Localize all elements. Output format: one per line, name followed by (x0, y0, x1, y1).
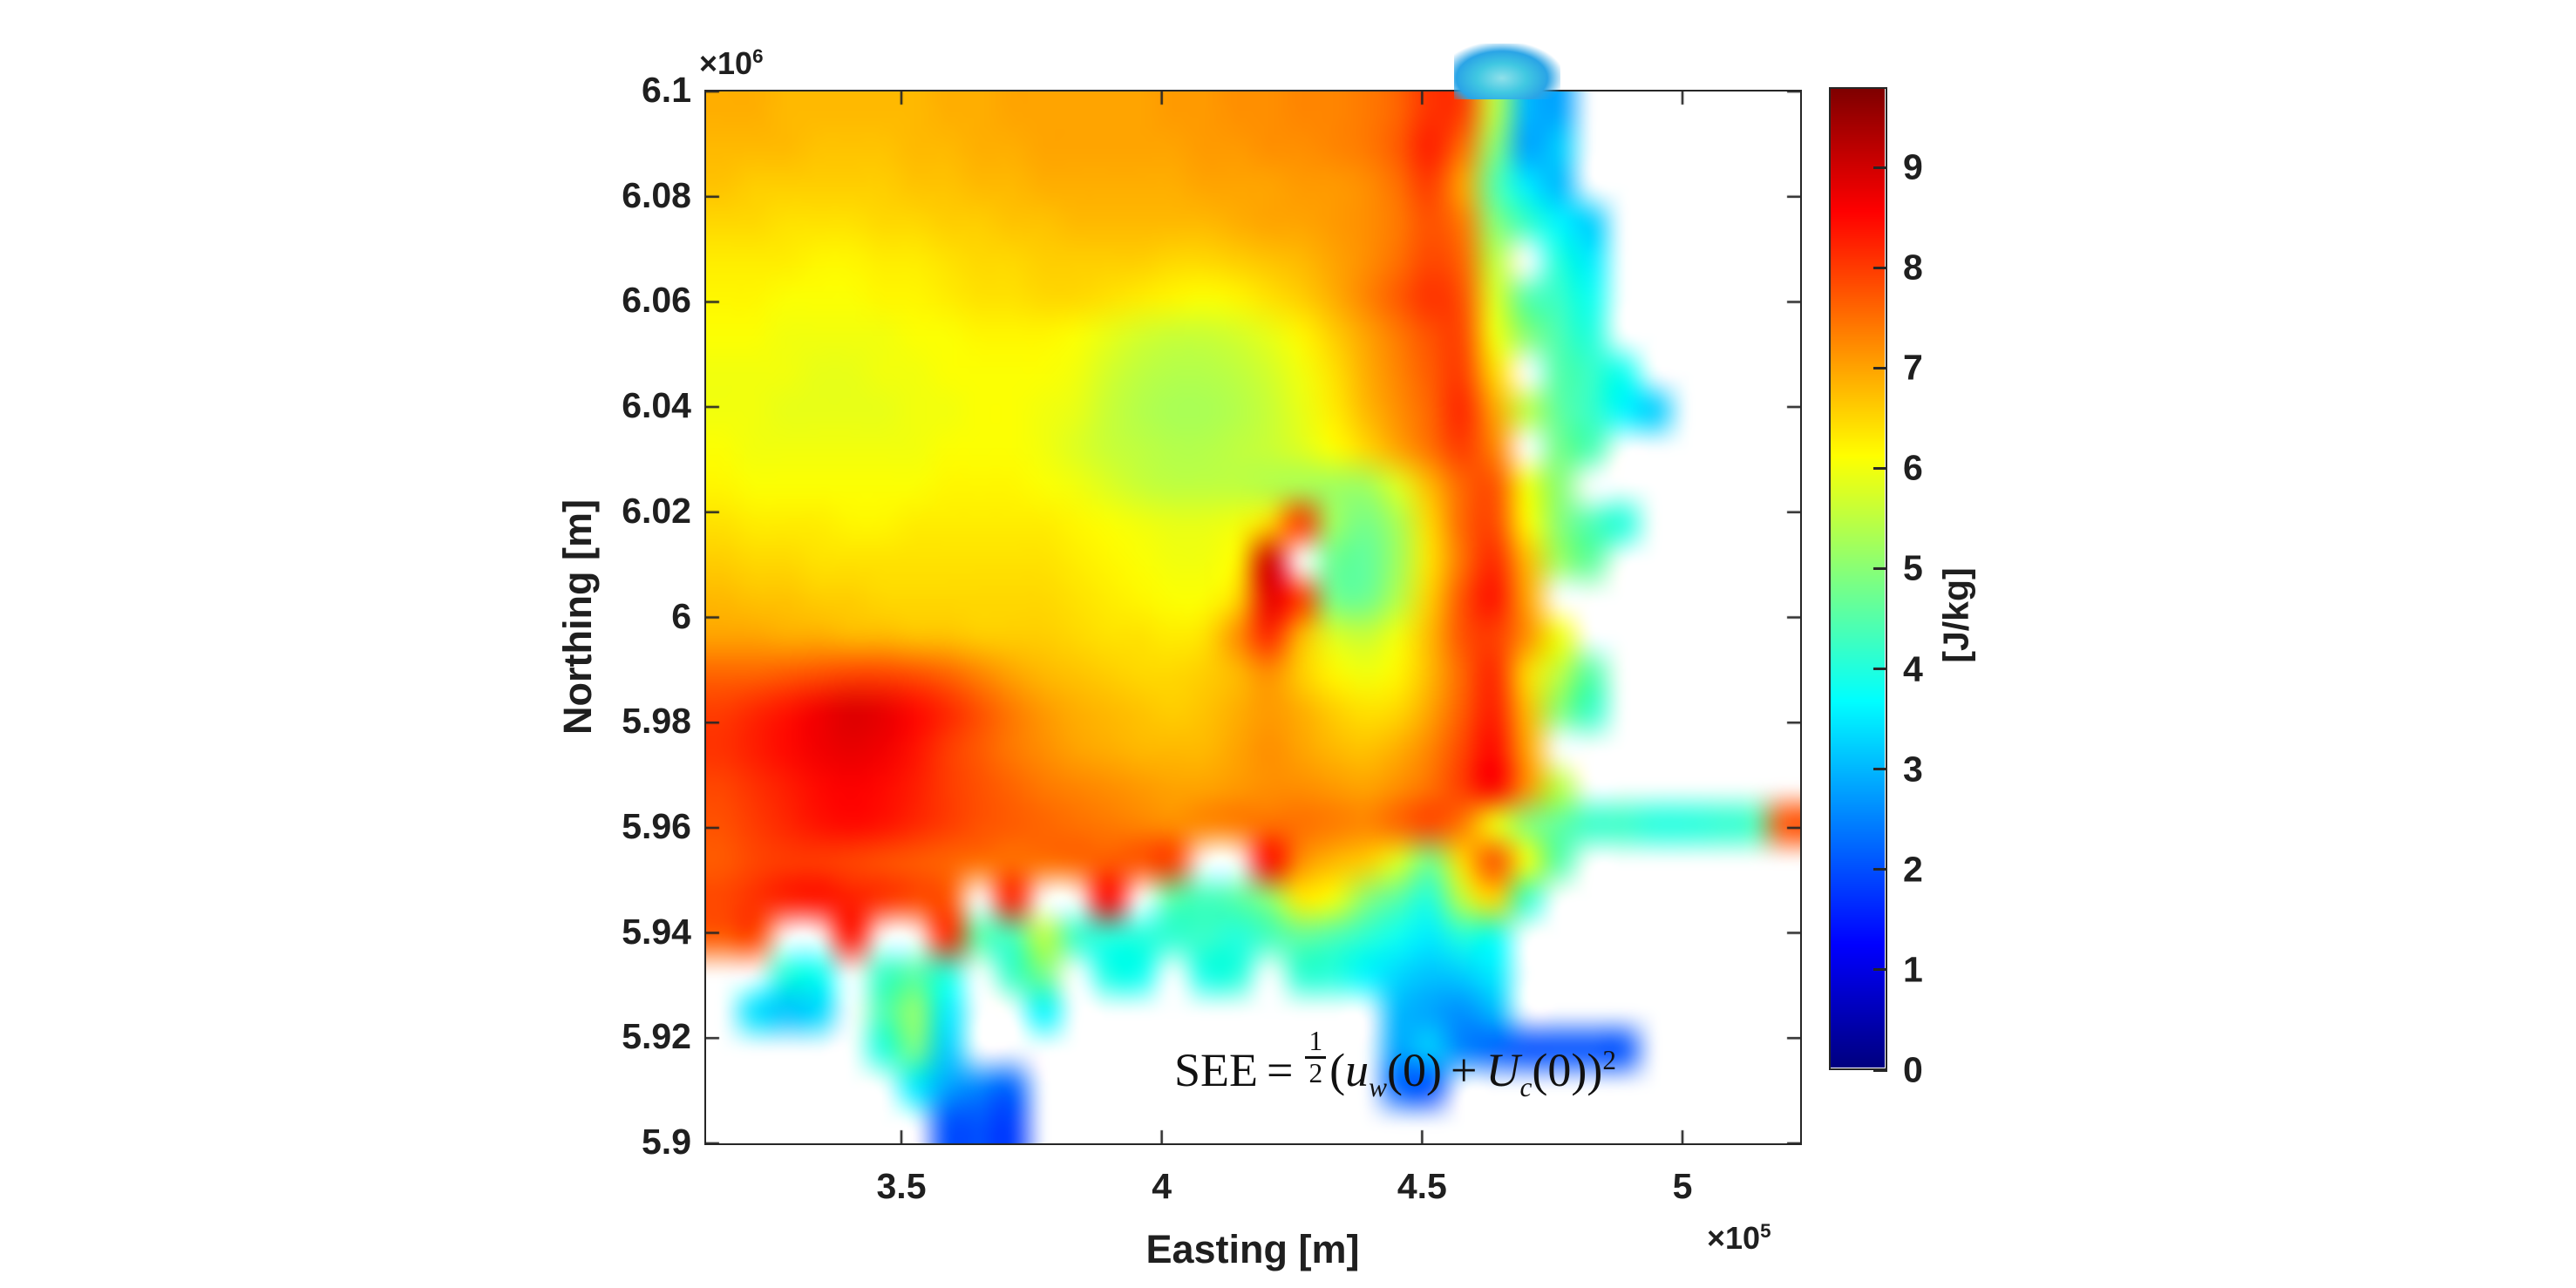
colorbar-tick-label: 2 (1903, 849, 1923, 890)
colorbar-tick-label: 8 (1903, 247, 1923, 288)
above-axis-data-spill (1454, 44, 1560, 99)
plot-area (703, 89, 1802, 1145)
colorbar-tick-label: 4 (1903, 648, 1923, 689)
y-tick-label: 5.92 (622, 1016, 691, 1057)
y-tick-label: 6.04 (622, 385, 691, 426)
y-tick-label: 5.96 (622, 805, 691, 846)
colorbar-tick-label: 7 (1903, 347, 1923, 388)
x-axis-exponent: ×105 (1707, 1220, 1771, 1256)
colorbar-tick-mark (1873, 166, 1887, 169)
annotation-equation: SEE = 1 2 (uw(0) + Uc(0))2 (1174, 1026, 1616, 1102)
x-tick-label: 4.5 (1397, 1166, 1447, 1206)
y-tick-label: 6.08 (622, 174, 691, 215)
equation-equals: = (1267, 1044, 1294, 1097)
colorbar-tick-mark (1873, 1068, 1887, 1072)
equation-arg2: (0)) (1532, 1044, 1603, 1097)
colorbar-tick-mark (1873, 266, 1887, 269)
colorbar-tick-label: 0 (1903, 1049, 1923, 1090)
y-tick-label: 6 (671, 595, 691, 636)
y-tick-label: 5.98 (622, 701, 691, 742)
colorbar-unit-label: [J/kg] (1935, 567, 1976, 663)
colorbar-tick-mark (1873, 668, 1887, 671)
y-tick-label: 6.06 (622, 280, 691, 321)
x-tick-label: 5 (1672, 1166, 1693, 1206)
colorbar-tick-mark (1873, 466, 1887, 470)
colorbar-tick-label: 5 (1903, 547, 1923, 588)
colorbar-tick-mark (1873, 968, 1887, 972)
equation-exponent: 2 (1602, 1045, 1616, 1076)
equation-var-uw: u (1345, 1044, 1370, 1097)
equation-var-uc: U (1485, 1044, 1520, 1097)
colorbar-gradient-canvas (1831, 89, 1885, 1068)
y-tick-label: 5.9 (642, 1122, 691, 1162)
equation-arg1: (0) (1387, 1044, 1442, 1097)
colorbar-tick-label: 3 (1903, 749, 1923, 790)
x-tick-label: 4 (1152, 1166, 1172, 1206)
x-tick-label: 3.5 (876, 1166, 927, 1206)
colorbar-tick-mark (1873, 868, 1887, 871)
y-axis-exponent: ×106 (699, 45, 764, 81)
colorbar-tick-label: 9 (1903, 146, 1923, 187)
heatmap-canvas (705, 91, 1800, 1143)
colorbar-tick-label: 6 (1903, 447, 1923, 488)
colorbar-tick-mark (1873, 768, 1887, 771)
colorbar-tick-mark (1873, 566, 1887, 570)
equation-lhs: SEE (1174, 1044, 1259, 1097)
y-tick-label: 5.94 (622, 911, 691, 952)
equation-open-paren: ( (1329, 1044, 1346, 1097)
y-tick-label: 6.02 (622, 490, 691, 531)
y-tick-label: 6.1 (642, 70, 691, 110)
colorbar-tick-label: 1 (1903, 949, 1923, 990)
colorbar-tick-mark (1873, 366, 1887, 369)
equation-plus: + (1450, 1044, 1478, 1097)
x-axis-label: Easting [m] (1145, 1227, 1360, 1271)
colorbar (1829, 87, 1887, 1070)
